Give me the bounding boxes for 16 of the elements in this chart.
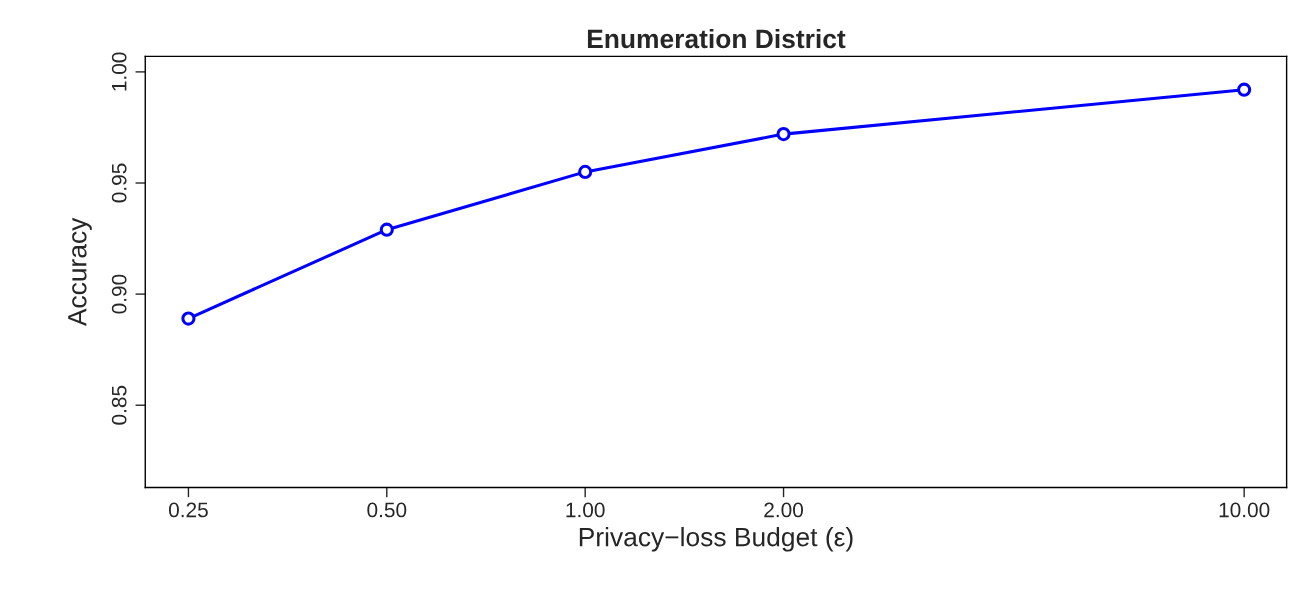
y-tick-label: 0.90 <box>111 274 127 314</box>
point <box>578 164 593 179</box>
point <box>379 222 394 237</box>
x-tick-label: 2.00 <box>764 502 803 518</box>
x-tick-label: 0.50 <box>367 502 407 518</box>
y-axis-title: Accuracy <box>68 217 92 327</box>
x-tick-label: 0.25 <box>168 502 208 518</box>
y-tick-label: 1.00 <box>111 52 127 91</box>
y-tick-label: 0.85 <box>111 385 127 425</box>
x-tick-label: 10.00 <box>1219 502 1270 518</box>
y-tick-label: 0.95 <box>111 163 127 203</box>
x-axis-title: Privacy−loss Budget (ε) <box>579 527 853 552</box>
point <box>776 127 791 142</box>
chart-title: Enumeration District <box>587 28 846 49</box>
x-tick-label: 1.00 <box>566 502 605 518</box>
point <box>181 311 196 326</box>
